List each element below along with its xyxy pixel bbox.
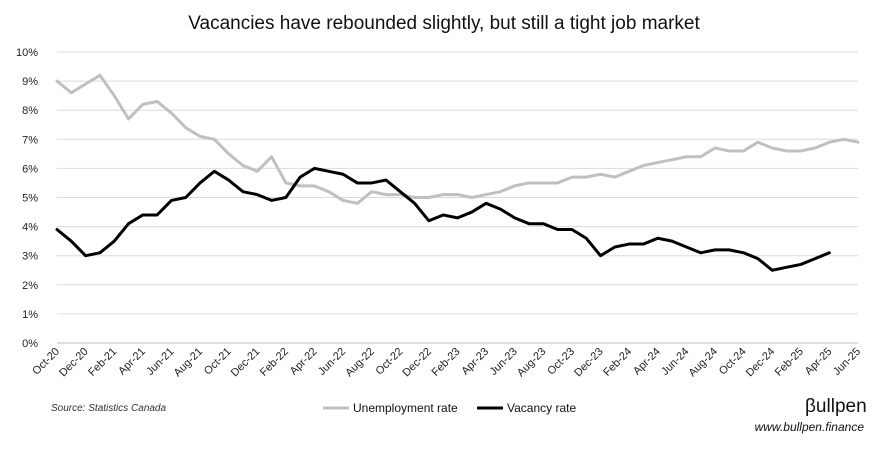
series-line-unemployment-rate — [55, 73, 860, 205]
x-tick-label: Feb-22 — [258, 346, 291, 379]
x-tick-label: Apr-25 — [803, 346, 835, 378]
y-tick-label: 0% — [22, 338, 38, 350]
x-tick-label: Jun-23 — [488, 346, 520, 378]
y-axis-ticks: 0% 1% 2% 3% 4% 5% 6% 7% 8% 9% 10% — [16, 47, 38, 350]
x-tick-label: Apr-21 — [116, 346, 148, 378]
x-tick-label: Jun-25 — [831, 346, 863, 378]
x-tick-label: Feb-21 — [86, 346, 119, 379]
x-axis-ticks: Oct-20Dec-20Feb-21Apr-21Jun-21Aug-21Oct-… — [30, 346, 863, 380]
x-tick-label: Aug-22 — [343, 346, 377, 380]
grid-lines — [57, 51, 858, 315]
y-tick-label: 5% — [22, 193, 38, 205]
x-tick-label: Apr-24 — [631, 346, 663, 378]
x-tick-label: Feb-23 — [429, 346, 462, 379]
x-tick-label: Feb-24 — [601, 346, 634, 379]
x-tick-label: Jun-24 — [659, 346, 691, 378]
x-tick-label: Jun-21 — [144, 346, 176, 378]
x-tick-label: Dec-23 — [572, 346, 606, 380]
x-tick-label: Oct-20 — [30, 346, 62, 378]
x-tick-label: Apr-23 — [459, 346, 491, 378]
x-tick-label: Dec-20 — [57, 346, 91, 380]
source-note: Source: Statistics Canada — [51, 403, 166, 414]
x-tick-label: Oct-24 — [717, 346, 749, 378]
brand-url: www.bullpen.finance — [755, 420, 865, 434]
x-tick-label: Dec-21 — [229, 346, 263, 380]
x-tick-label: Aug-21 — [172, 346, 206, 380]
legend-label-unemployment: Unemployment rate — [353, 401, 458, 415]
y-tick-label: 6% — [22, 163, 38, 175]
legend: Unemployment rate Vacancy rate — [323, 401, 576, 415]
y-tick-label: 1% — [22, 309, 38, 321]
legend-label-vacancy: Vacancy rate — [507, 401, 576, 415]
y-tick-label: 2% — [22, 280, 38, 292]
y-tick-label: 7% — [22, 134, 38, 146]
series-group — [55, 73, 860, 272]
y-tick-label: 4% — [22, 222, 38, 234]
x-tick-label: Oct-21 — [202, 346, 234, 378]
x-tick-label: Oct-22 — [374, 346, 406, 378]
x-tick-label: Apr-22 — [288, 346, 320, 378]
chart-title: Vacancies have rebounded slightly, but s… — [188, 13, 700, 34]
x-tick-label: Aug-23 — [515, 346, 549, 380]
y-tick-label: 10% — [16, 47, 38, 59]
brand-logo: βullpen — [805, 396, 867, 417]
x-tick-label: Aug-24 — [687, 346, 721, 380]
y-tick-label: 8% — [22, 105, 38, 117]
y-tick-label: 3% — [22, 251, 38, 263]
x-tick-label: Feb-25 — [773, 346, 806, 379]
x-tick-label: Oct-23 — [545, 346, 577, 378]
x-tick-label: Dec-22 — [400, 346, 434, 380]
y-tick-label: 9% — [22, 76, 38, 88]
x-tick-label: Dec-24 — [744, 346, 778, 380]
series-line-vacancy-rate — [55, 166, 831, 272]
x-tick-label: Jun-22 — [316, 346, 348, 378]
